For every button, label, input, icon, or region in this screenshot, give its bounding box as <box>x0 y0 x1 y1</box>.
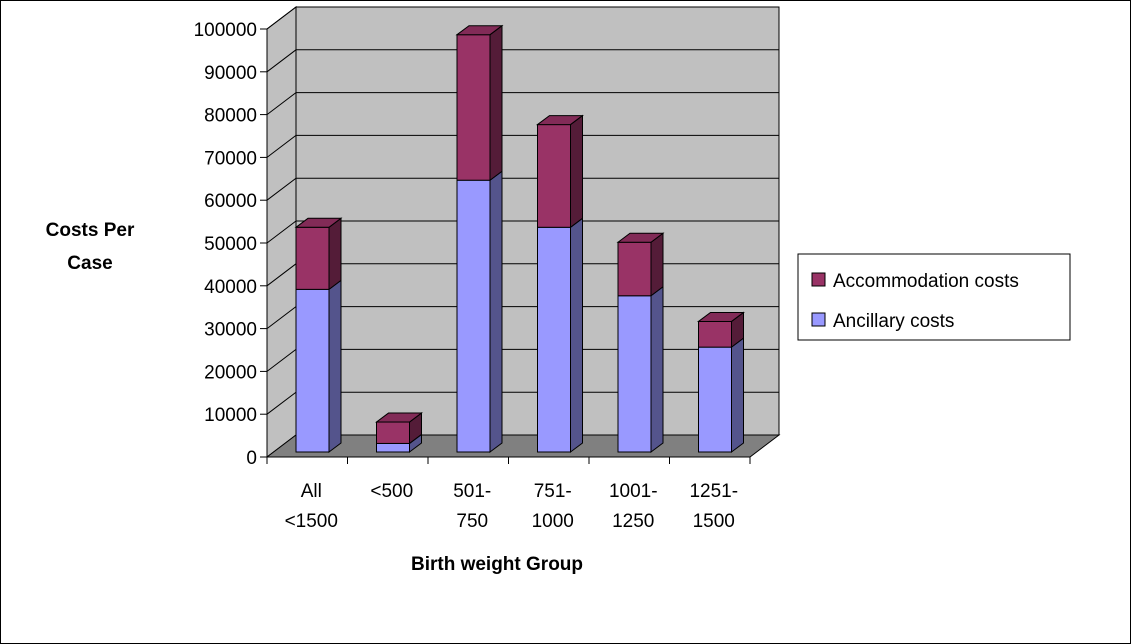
bar-accommodation <box>698 320 732 348</box>
bar-top <box>455 25 504 36</box>
x-tick-label: 1250 <box>612 511 654 532</box>
bar-ancillary <box>698 346 732 453</box>
gridline <box>266 92 779 115</box>
x-tick-label: 1001- <box>609 481 658 502</box>
y-tick-label: 80000 <box>204 106 257 127</box>
bar-side <box>489 24 503 182</box>
bar-accommodation <box>617 241 652 297</box>
bar-ancillary <box>456 179 491 453</box>
legend-swatch-accommodation <box>811 272 826 287</box>
bar-top <box>536 115 584 126</box>
x-tick-label: 1500 <box>693 511 735 532</box>
x-tick-label: All <box>301 481 322 502</box>
x-tick-label: 751- <box>534 481 572 502</box>
bar-ancillary <box>295 288 330 453</box>
bar-side <box>650 232 664 297</box>
bar-side <box>650 285 664 453</box>
legend-box <box>797 253 1071 341</box>
y-tick-label: 10000 <box>204 405 257 426</box>
bar-ancillary <box>537 226 571 453</box>
x-tick-label: 501- <box>453 481 491 502</box>
gridline <box>266 134 779 158</box>
y-tick-label: 70000 <box>204 148 257 169</box>
legend: Accommodation costs Ancillary costs <box>797 253 1071 341</box>
bar-side <box>489 170 503 453</box>
bar-side <box>328 279 342 453</box>
y-tick-label: 100000 <box>194 20 257 41</box>
x-tick-label: 750 <box>456 511 488 532</box>
y-tick-label: 30000 <box>204 320 257 341</box>
bars <box>294 24 745 453</box>
axes <box>260 28 751 464</box>
bar-top <box>375 412 423 423</box>
y-tick-label: 40000 <box>204 277 257 298</box>
x-axis-title: Birth weight Group <box>411 554 583 575</box>
y-axis-title-line: Case <box>67 253 112 274</box>
gridline <box>266 177 779 201</box>
y-axis-title: Costs Per Case <box>46 220 135 274</box>
bar-side <box>570 114 583 229</box>
bar-accommodation <box>376 421 410 444</box>
bar-accommodation <box>295 226 330 290</box>
bar-ancillary <box>376 442 410 453</box>
bar-side <box>570 217 583 453</box>
bar-side <box>731 337 744 453</box>
bar-top <box>697 311 745 322</box>
legend-label: Accommodation costs <box>833 271 1019 292</box>
bar-top <box>616 232 665 243</box>
gridline <box>266 220 779 244</box>
y-tick-label: 50000 <box>204 234 257 255</box>
x-tick-label: <1500 <box>285 511 338 532</box>
bar-accommodation <box>456 34 491 181</box>
legend-swatch-ancillary <box>811 312 826 327</box>
y-tick-label: 20000 <box>204 362 257 383</box>
x-tick-label: <500 <box>370 481 413 502</box>
gridline <box>266 49 779 73</box>
bar-accommodation <box>537 124 571 228</box>
gridline <box>266 6 779 30</box>
y-tick-label: 0 <box>246 448 257 469</box>
y-axis-title-line: Costs Per <box>46 220 135 241</box>
bar-ancillary <box>617 295 652 453</box>
x-tick-labels: All <1500 <500 501- 750 751- 1000 1001- 1250 1251… <box>285 481 738 532</box>
bar-top <box>294 217 343 228</box>
y-tick-labels: 0 10000 20000 30000 40000 50000 60000 70000 8000… <box>194 20 257 469</box>
bar-side <box>328 217 342 291</box>
y-tick-label: 90000 <box>204 63 257 84</box>
x-tick-label: 1000 <box>532 511 574 532</box>
x-tick-label: 1251- <box>689 481 738 502</box>
y-tick-label: 60000 <box>204 191 257 212</box>
legend-label: Ancillary costs <box>833 311 954 332</box>
